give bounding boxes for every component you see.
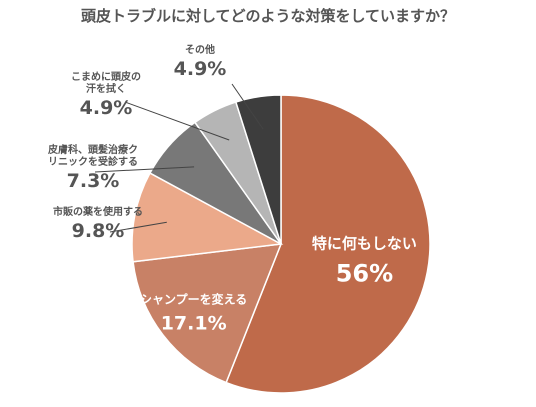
leader-line-4 <box>124 101 230 141</box>
slice-value-3: 7.3% <box>67 170 120 192</box>
slice-label-4-line-1: 汗を拭く <box>86 82 126 95</box>
slice-value-2: 9.8% <box>72 220 125 242</box>
slice-value-4: 4.9% <box>80 97 133 119</box>
slice-label-3-line-0: 皮膚科、頭髪治療ク <box>47 143 138 156</box>
pie-slices <box>131 94 431 394</box>
slice-label-4-line-0: こまめに頭皮の <box>71 70 141 83</box>
slice-label-0: 特に何もしない <box>312 234 417 252</box>
leader-line-2 <box>109 221 167 233</box>
slice-label-3-line-1: リニックを受診する <box>48 155 138 168</box>
leader-line-5 <box>231 83 264 130</box>
pie-slice-5 <box>234 94 282 245</box>
slice-value-0: 56% <box>336 259 393 287</box>
slice-value-5: 4.9% <box>174 58 227 80</box>
chart-title: 頭皮トラブルに対してどのような対策をしていますか？ <box>81 7 455 25</box>
slice-labels: 特に何もしない 56% シャンプーを変える 17.1% 市販の薬を使用する 9.8% 皮膚科… <box>47 43 417 334</box>
slice-label-2: 市販の薬を使用する <box>53 205 143 218</box>
leader-line-3 <box>94 166 195 173</box>
slice-label-5: その他 <box>185 43 215 56</box>
pie-slice-0 <box>225 94 431 394</box>
pie-slice-2 <box>131 172 284 263</box>
pie-slice-1 <box>132 243 283 384</box>
slice-value-1: 17.1% <box>161 312 227 334</box>
slice-label-1: シャンプーを変える <box>140 291 247 306</box>
leader-lines <box>94 83 264 233</box>
